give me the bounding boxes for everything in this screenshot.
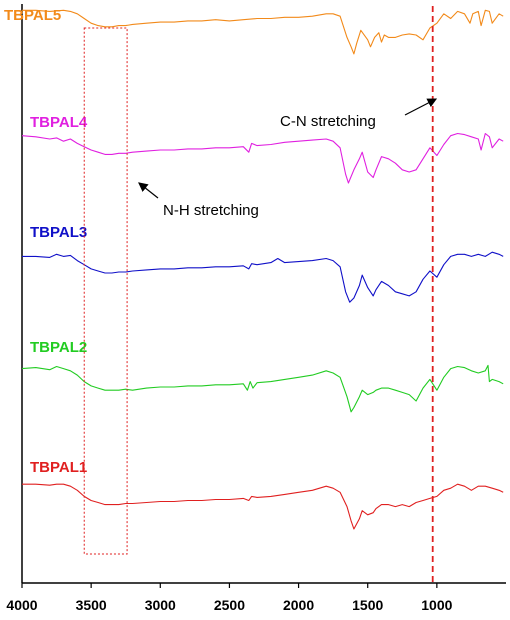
- cn-arrow: [404, 98, 438, 116]
- series-label-tbpal3: TBPAL3: [30, 224, 87, 241]
- x-tick-label: 2000: [283, 597, 314, 613]
- nh-highlight-box: [83, 27, 128, 555]
- series-labels: TBPAL5 TBPAL4 TBPAL3 TBPAL2 TBPAL1: [4, 7, 88, 476]
- x-tick-label: 3500: [76, 597, 107, 613]
- x-tick-label: 1500: [352, 597, 383, 613]
- x-tick-label: 3000: [145, 597, 176, 613]
- series-group: [21, 9, 504, 530]
- series-label-tbpal5: TBPAL5: [4, 7, 61, 24]
- series-line-tbpal5: [22, 9, 504, 55]
- nh-annotation-text: N-H stretching: [163, 202, 259, 219]
- series-label-tbpal4: TBPAL4: [30, 114, 88, 131]
- x-ticks: 4000 3500 3000 2500 2000 1500 1000: [6, 583, 453, 613]
- series-label-tbpal1: TBPAL1: [30, 459, 87, 476]
- cn-annotation-text: C-N stretching: [280, 113, 376, 130]
- series-line-tbpal3: [22, 251, 504, 303]
- nh-arrow: [138, 182, 159, 199]
- series-label-tbpal2: TBPAL2: [30, 339, 87, 356]
- series-line-tbpal1: [22, 483, 504, 530]
- x-tick-label: 1000: [421, 597, 452, 613]
- x-tick-label: 4000: [6, 597, 37, 613]
- series-line-tbpal2: [21, 364, 504, 413]
- x-tick-label: 2500: [214, 597, 245, 613]
- overlays: C-N stretching N-H stretching: [83, 6, 438, 583]
- series-line-tbpal4: [21, 132, 504, 184]
